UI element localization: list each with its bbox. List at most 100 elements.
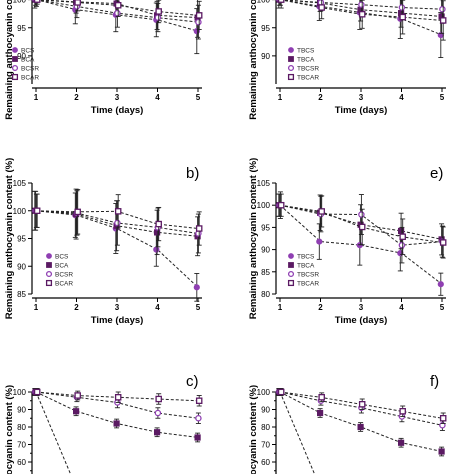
data-point	[358, 1, 365, 8]
data-point	[399, 407, 406, 415]
y-tick-label: 100	[13, 388, 27, 397]
panel-letter-b: b)	[186, 165, 199, 182]
data-point	[114, 2, 122, 9]
legend-label: BCSR	[21, 66, 39, 73]
x-tick-label: 4	[399, 93, 404, 102]
trend-line	[279, 391, 316, 474]
x-tick-label: 1	[278, 303, 283, 312]
y-tick-label: 90	[17, 262, 26, 271]
legend-marker	[45, 279, 53, 287]
x-tick-label: 1	[34, 93, 39, 102]
legend-label: TBCAR	[297, 281, 319, 288]
trend-line	[35, 391, 72, 474]
series-tbcar	[277, 193, 447, 259]
trend-line	[279, 204, 443, 240]
data-point	[74, 208, 81, 216]
legend-label: BCAR	[55, 281, 73, 288]
data-point	[439, 239, 447, 246]
x-axis-label: Time (days)	[91, 105, 144, 116]
legend-label: BCAR	[21, 75, 39, 82]
y-tick-label: 80	[261, 423, 270, 432]
y-tick-label: 100	[257, 388, 271, 397]
data-point	[277, 0, 285, 3]
data-point	[277, 388, 285, 396]
data-point	[33, 388, 41, 396]
data-point	[114, 208, 122, 215]
data-point	[358, 400, 366, 408]
data-point	[114, 393, 122, 401]
data-point	[114, 9, 121, 17]
data-point	[195, 225, 203, 232]
data-point	[155, 8, 162, 15]
y-axis-label: anthocyanin content (%)	[4, 385, 15, 474]
legend-marker	[11, 64, 19, 72]
data-point	[155, 395, 162, 403]
legend-label: TBCSR	[297, 66, 319, 73]
data-point	[318, 208, 325, 215]
y-tick-label: 85	[17, 290, 26, 299]
legend-marker	[46, 262, 52, 268]
panel-letter-c: c)	[186, 373, 199, 390]
x-tick-label: 2	[318, 93, 323, 102]
y-axis-label: Remaining anthocyanin content (%)	[4, 158, 15, 320]
data-point	[73, 408, 80, 415]
y-tick-label: 60	[261, 458, 270, 467]
legend-label: TBCAR	[297, 75, 319, 82]
data-point	[155, 220, 162, 228]
x-tick-label: 4	[155, 303, 160, 312]
data-point	[193, 284, 200, 291]
y-tick-label: 80	[261, 290, 270, 299]
data-point	[195, 397, 203, 404]
legend-label: BCS	[21, 48, 35, 55]
data-point	[439, 5, 446, 13]
y-tick-label: 90	[17, 52, 26, 61]
x-tick-label: 3	[359, 93, 364, 102]
x-tick-label: 2	[74, 93, 79, 102]
data-point	[153, 246, 160, 253]
legend-marker	[11, 73, 19, 81]
data-point	[358, 211, 365, 218]
y-axis-label: Remaining anthocyanin content (%)	[4, 0, 15, 120]
x-tick-label: 1	[278, 93, 283, 102]
legend-label: TBCSR	[297, 272, 319, 279]
chart-panel-e: 80 85 90 95 100 105 1 2 3 4 5 Time (days) Remaining …	[248, 158, 447, 326]
x-tick-label: 2	[74, 303, 79, 312]
data-point	[317, 409, 324, 417]
data-point	[195, 414, 202, 422]
legend-label: TBCA	[297, 263, 315, 270]
legend-marker	[288, 262, 294, 268]
data-point	[398, 4, 406, 11]
y-tick-label: 80	[17, 423, 26, 432]
data-point	[33, 0, 41, 3]
data-point	[194, 434, 201, 441]
series-bcar	[33, 0, 203, 30]
y-tick-label: 100	[257, 0, 271, 5]
y-tick-label: 95	[261, 24, 270, 33]
series-bcsr	[33, 190, 202, 254]
legend-label: BCSR	[55, 272, 73, 279]
y-tick-label: 100	[257, 201, 271, 210]
legend-marker	[288, 47, 294, 53]
x-tick-label: 4	[155, 93, 160, 102]
trend-line	[279, 391, 443, 452]
data-point	[74, 392, 81, 399]
legend-marker	[45, 270, 53, 278]
data-point	[277, 201, 285, 209]
x-tick-label: 3	[359, 303, 364, 312]
y-tick-label: 95	[17, 235, 26, 244]
data-point	[358, 223, 366, 231]
data-point	[114, 219, 121, 227]
x-tick-label: 5	[440, 93, 445, 102]
data-point	[318, 393, 325, 401]
data-point	[318, 4, 325, 11]
y-axis-label: anthocyanin content (%)	[248, 385, 259, 474]
x-tick-label: 2	[318, 303, 323, 312]
data-point	[33, 207, 41, 214]
chart-panel-a: 90 95 100 1 2 3 4 5 Time (days) Remaining anthocy…	[4, 0, 203, 120]
x-axis-label: Time (days)	[91, 315, 144, 326]
data-point	[399, 13, 406, 21]
y-tick-label: 70	[261, 441, 270, 450]
legend-label: BCA	[55, 263, 69, 270]
